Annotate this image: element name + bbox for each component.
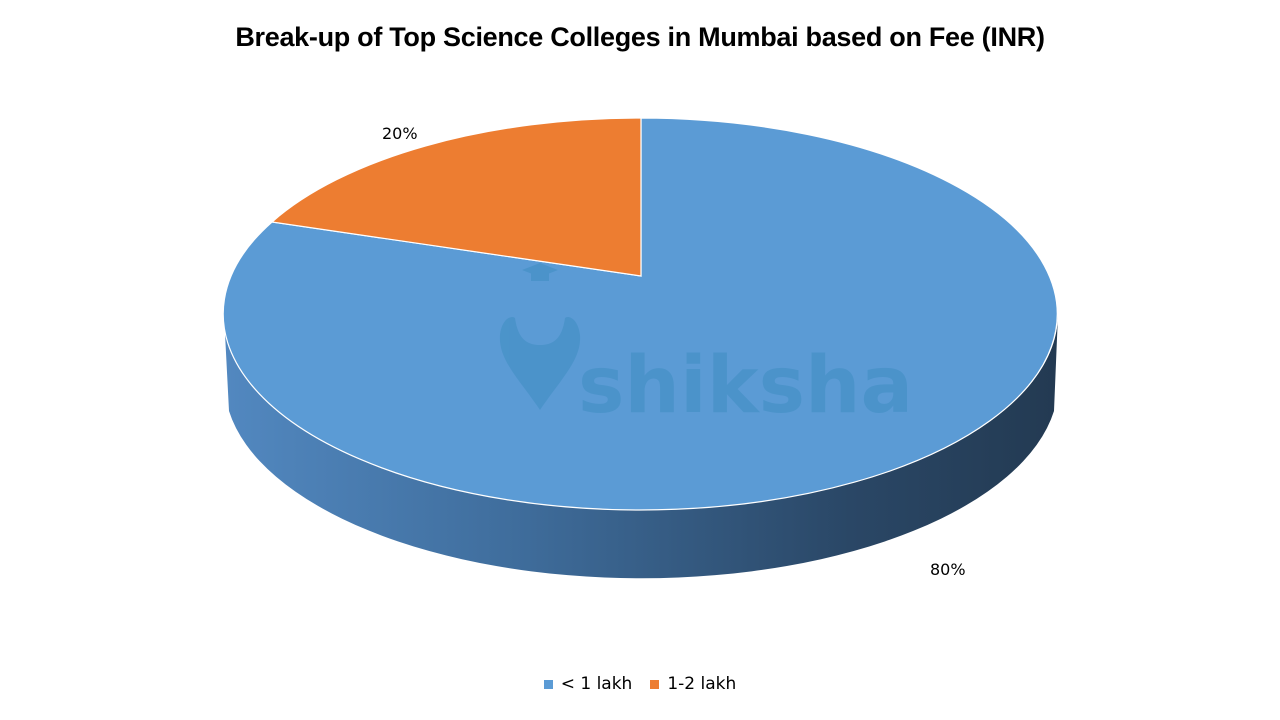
svg-text:shiksha: shiksha <box>578 341 913 431</box>
legend-swatch-orange <box>650 679 660 689</box>
legend-swatch-blue <box>543 679 553 689</box>
chart-title: Break-up of Top Science Colleges in Mumb… <box>235 22 1045 52</box>
pie-side-wall <box>224 314 1058 579</box>
data-label-80: 80% <box>930 560 966 579</box>
shiksha-watermark: shiksha <box>499 263 913 431</box>
legend-label: 1-2 lakh <box>667 674 737 694</box>
legend-item-1-2-lakh[interactable]: 1-2 lakh <box>650 674 736 694</box>
slice-1-2-lakh[interactable] <box>270 117 642 277</box>
legend-label: < 1 lakh <box>560 674 633 694</box>
legend-item-less-than-1-lakh[interactable]: < 1 lakh <box>543 674 633 694</box>
chart-legend: < 1 lakh 1-2 lakh <box>0 674 1280 694</box>
data-label-20: 20% <box>382 124 418 143</box>
slice-less-than-1-lakh[interactable] <box>222 117 1058 511</box>
